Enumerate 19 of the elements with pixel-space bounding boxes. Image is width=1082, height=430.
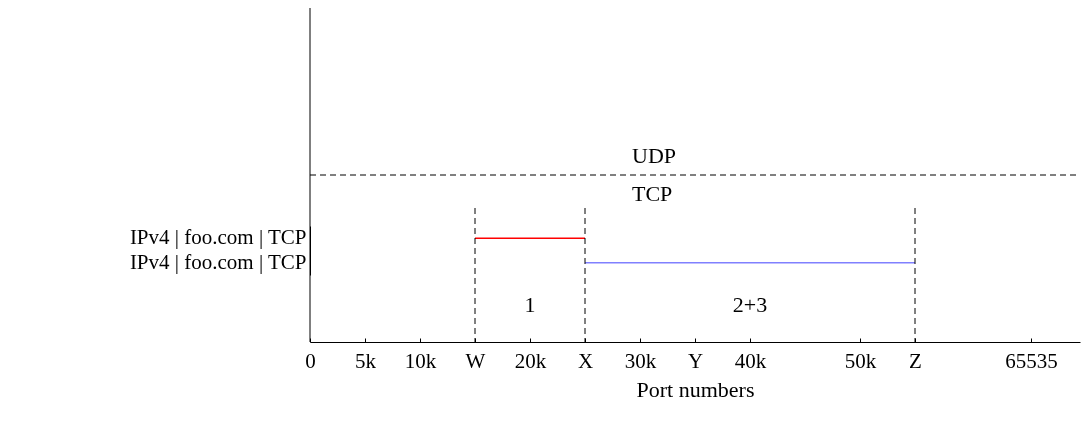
y-tick-label: IPv4 | foo.com | TCP [129, 225, 307, 250]
x-tick-label: 20k [514, 348, 547, 373]
x-tick-label: 10k [404, 348, 437, 373]
x-tick-label: 40k [734, 348, 767, 373]
y-tick-label: IPv4 | foo.com | TCP [129, 249, 307, 274]
x-tick-label: 65535 [1005, 348, 1058, 373]
text: 1 [524, 292, 536, 317]
x-tick-label: X [577, 348, 594, 373]
text: 2+3 [732, 292, 768, 317]
x-tick-label: Y [687, 348, 704, 373]
x-axis-title: Port numbers [636, 376, 755, 402]
x-tick-label: 50k [844, 348, 877, 373]
x-tick-label: Z [909, 348, 922, 373]
x-tick-label: 5k [355, 348, 377, 373]
x-tick-label: 0 [305, 348, 316, 373]
text: TCP [632, 181, 673, 206]
x-tick-label: W [465, 348, 486, 373]
x-tick-label: 30k [624, 348, 657, 373]
text: UDP [632, 143, 677, 168]
